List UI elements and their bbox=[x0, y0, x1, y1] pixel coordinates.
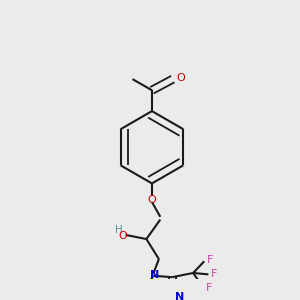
Text: O: O bbox=[148, 195, 156, 205]
Text: N: N bbox=[150, 270, 159, 280]
Text: H: H bbox=[115, 225, 122, 235]
Text: F: F bbox=[206, 283, 212, 293]
Text: N: N bbox=[175, 292, 184, 300]
Text: F: F bbox=[207, 256, 214, 266]
Text: F: F bbox=[211, 269, 218, 279]
Text: O: O bbox=[176, 73, 185, 83]
Text: O: O bbox=[118, 231, 127, 241]
